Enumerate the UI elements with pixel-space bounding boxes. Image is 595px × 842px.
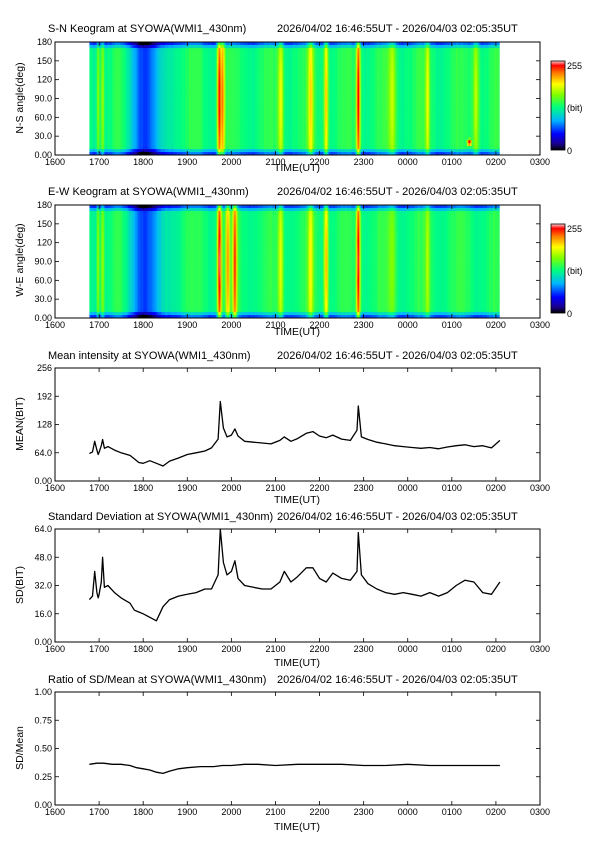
- sn-keogram-image: [89, 42, 499, 155]
- sn-time-range: 2026/04/02 16:46:55UT - 2026/04/03 02:05…: [277, 23, 518, 35]
- sn-title: S-N Keogram at SYOWA(WMI1_430nm): [48, 23, 246, 35]
- sn-keogram-panel: S-N Keogram at SYOWA(WMI1_430nm) 2026/04…: [14, 23, 583, 174]
